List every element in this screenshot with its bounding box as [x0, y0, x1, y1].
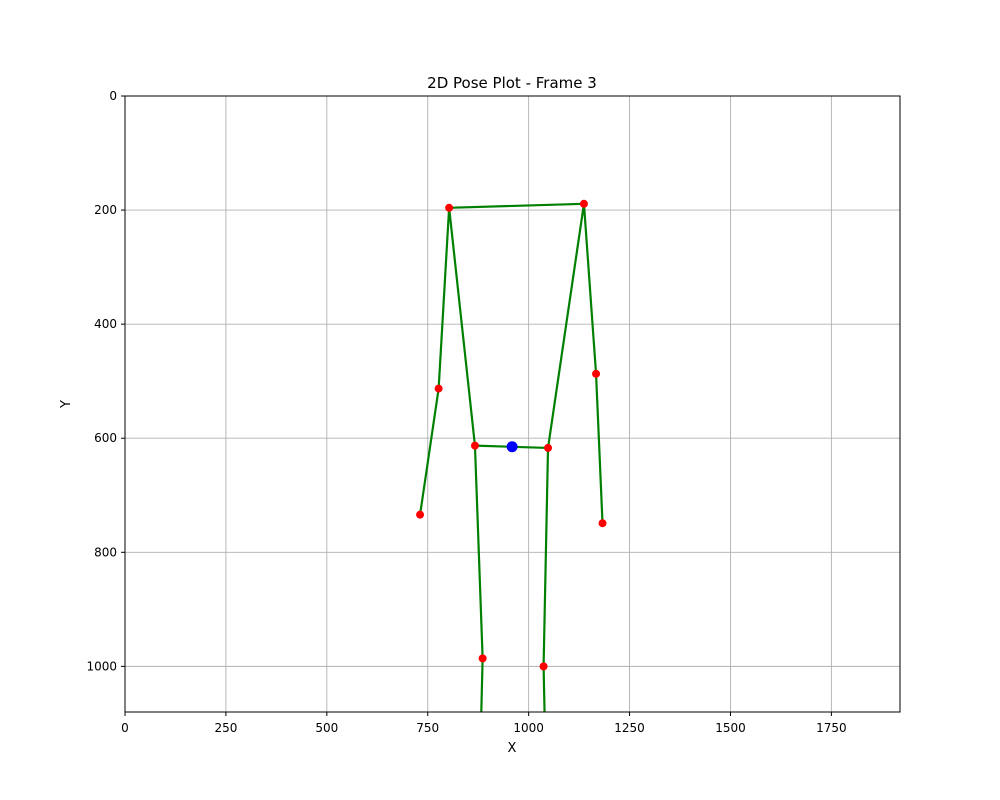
keypoint: [478, 654, 487, 663]
keypoint: [416, 510, 425, 519]
skeleton-bone: [582, 202, 598, 375]
skeleton-bones: [418, 202, 604, 712]
skeleton-bone: [542, 446, 550, 668]
x-axis-label: X: [508, 741, 517, 756]
plot-frame: [124, 95, 901, 713]
skeleton-bone: [473, 444, 484, 660]
x-tick-label: 1000: [513, 721, 544, 735]
keypoint: [579, 199, 588, 208]
keypoint: [445, 203, 454, 212]
keypoint: [539, 662, 548, 671]
keypoint: [434, 384, 443, 393]
x-tick-label: 0: [121, 721, 129, 735]
skeleton-bone: [448, 202, 586, 209]
plot-content: [416, 199, 607, 712]
skeleton-bone: [448, 206, 477, 447]
x-axis-ticks: 0 250 500 750 1000 1250 1500 1750: [121, 712, 847, 735]
skeleton-bone: [594, 372, 604, 525]
skeleton-bone: [437, 206, 451, 390]
keypoints: [416, 199, 607, 671]
y-axis-ticks: 0 200 400 600 800 1000: [86, 89, 125, 673]
y-tick-label: 0: [109, 89, 117, 103]
chart-title: 2D Pose Plot - Frame 3: [427, 74, 597, 92]
skeleton-bone: [418, 387, 440, 516]
skeleton-bone: [480, 657, 484, 712]
x-tick-label: 750: [416, 721, 439, 735]
skeleton-bone: [546, 202, 586, 450]
center-point: [506, 441, 518, 453]
x-tick-label: 1500: [715, 721, 746, 735]
y-tick-label: 400: [94, 317, 117, 331]
grid-lines: [124, 95, 900, 712]
x-tick-label: 1750: [816, 721, 847, 735]
x-tick-label: 1250: [614, 721, 645, 735]
y-tick-label: 800: [94, 545, 117, 559]
keypoint: [470, 441, 479, 450]
keypoint: [592, 369, 601, 378]
keypoint: [544, 443, 553, 452]
skeleton-bone: [542, 665, 546, 712]
keypoint: [598, 519, 607, 528]
y-tick-label: 600: [94, 431, 117, 445]
y-axis-label: Y: [59, 400, 74, 409]
y-tick-label: 200: [94, 203, 117, 217]
y-tick-label: 1000: [86, 659, 117, 673]
x-tick-label: 500: [315, 721, 338, 735]
x-tick-label: 250: [214, 721, 237, 735]
